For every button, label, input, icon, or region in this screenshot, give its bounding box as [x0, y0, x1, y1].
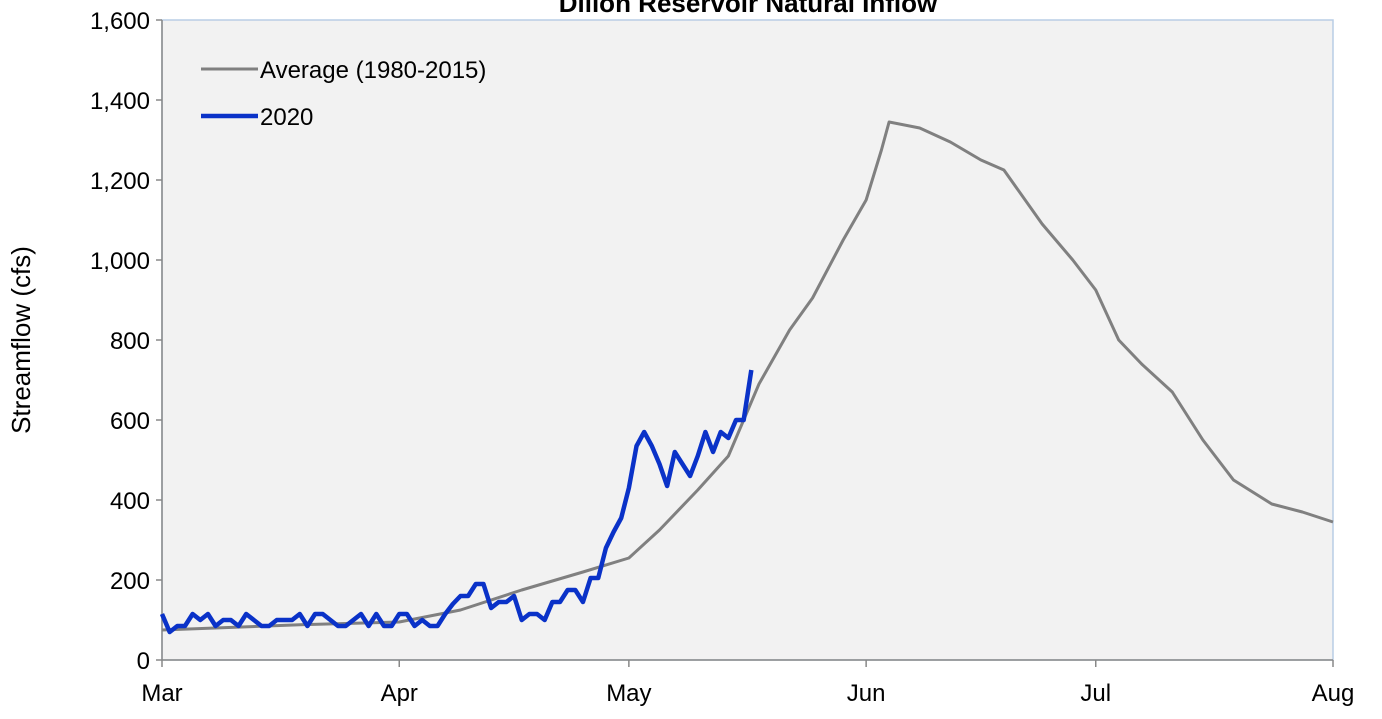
y-tick-label: 400 — [110, 488, 150, 515]
y-tick-label: 200 — [110, 568, 150, 595]
y-tick-label: 1,600 — [90, 8, 150, 35]
y-axis-label: Streamflow (cfs) — [6, 246, 36, 434]
legend-label: 2020 — [260, 104, 313, 131]
x-tick-label: May — [606, 680, 651, 707]
y-tick-label: 1,400 — [90, 88, 150, 115]
x-tick-label: Jul — [1080, 680, 1111, 707]
y-tick-label: 1,200 — [90, 168, 150, 195]
y-tick-label: 600 — [110, 408, 150, 435]
x-tick-label: Aug — [1312, 680, 1355, 707]
y-tick-label: 0 — [137, 648, 150, 675]
chart-title: Dillon Reservoir Natural Inflow — [559, 0, 938, 18]
x-tick-label: Mar — [141, 680, 182, 707]
legend-label: Average (1980-2015) — [260, 57, 486, 84]
series-line — [161, 120, 1334, 632]
x-tick-label: Apr — [381, 680, 418, 707]
series-line — [159, 369, 754, 635]
plot-area — [161, 19, 1334, 661]
x-tick-label: Jun — [847, 680, 886, 707]
y-tick-label: 1,000 — [90, 248, 150, 275]
y-tick-label: 800 — [110, 328, 150, 355]
